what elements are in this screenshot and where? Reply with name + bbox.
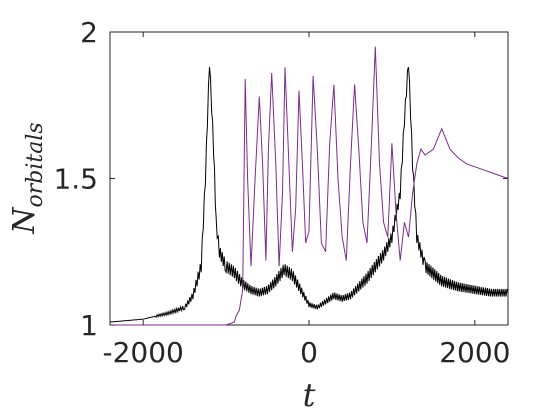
y-tick-label: 1 (80, 309, 98, 342)
x-ticks: -2000 0 2000 (102, 32, 510, 369)
y-tick-label: 2 (80, 16, 98, 49)
series-layer (109, 46, 509, 326)
y-tick-label: 1.5 (53, 163, 98, 196)
y-ticks: 11.52 (53, 16, 508, 342)
series-line-2 (110, 46, 509, 326)
series-line-1 (109, 67, 509, 323)
y-axis-label-main: N (7, 206, 42, 235)
x-axis-label: t (303, 376, 316, 414)
x-tick-label: 0 (300, 336, 318, 369)
y-axis-label-sub: orbitals (23, 122, 48, 207)
x-tick-label: 2000 (439, 336, 510, 369)
y-axis-label: Norbitals (7, 122, 48, 234)
plot-area (109, 31, 509, 326)
x-tick-label: -2000 (102, 336, 183, 369)
